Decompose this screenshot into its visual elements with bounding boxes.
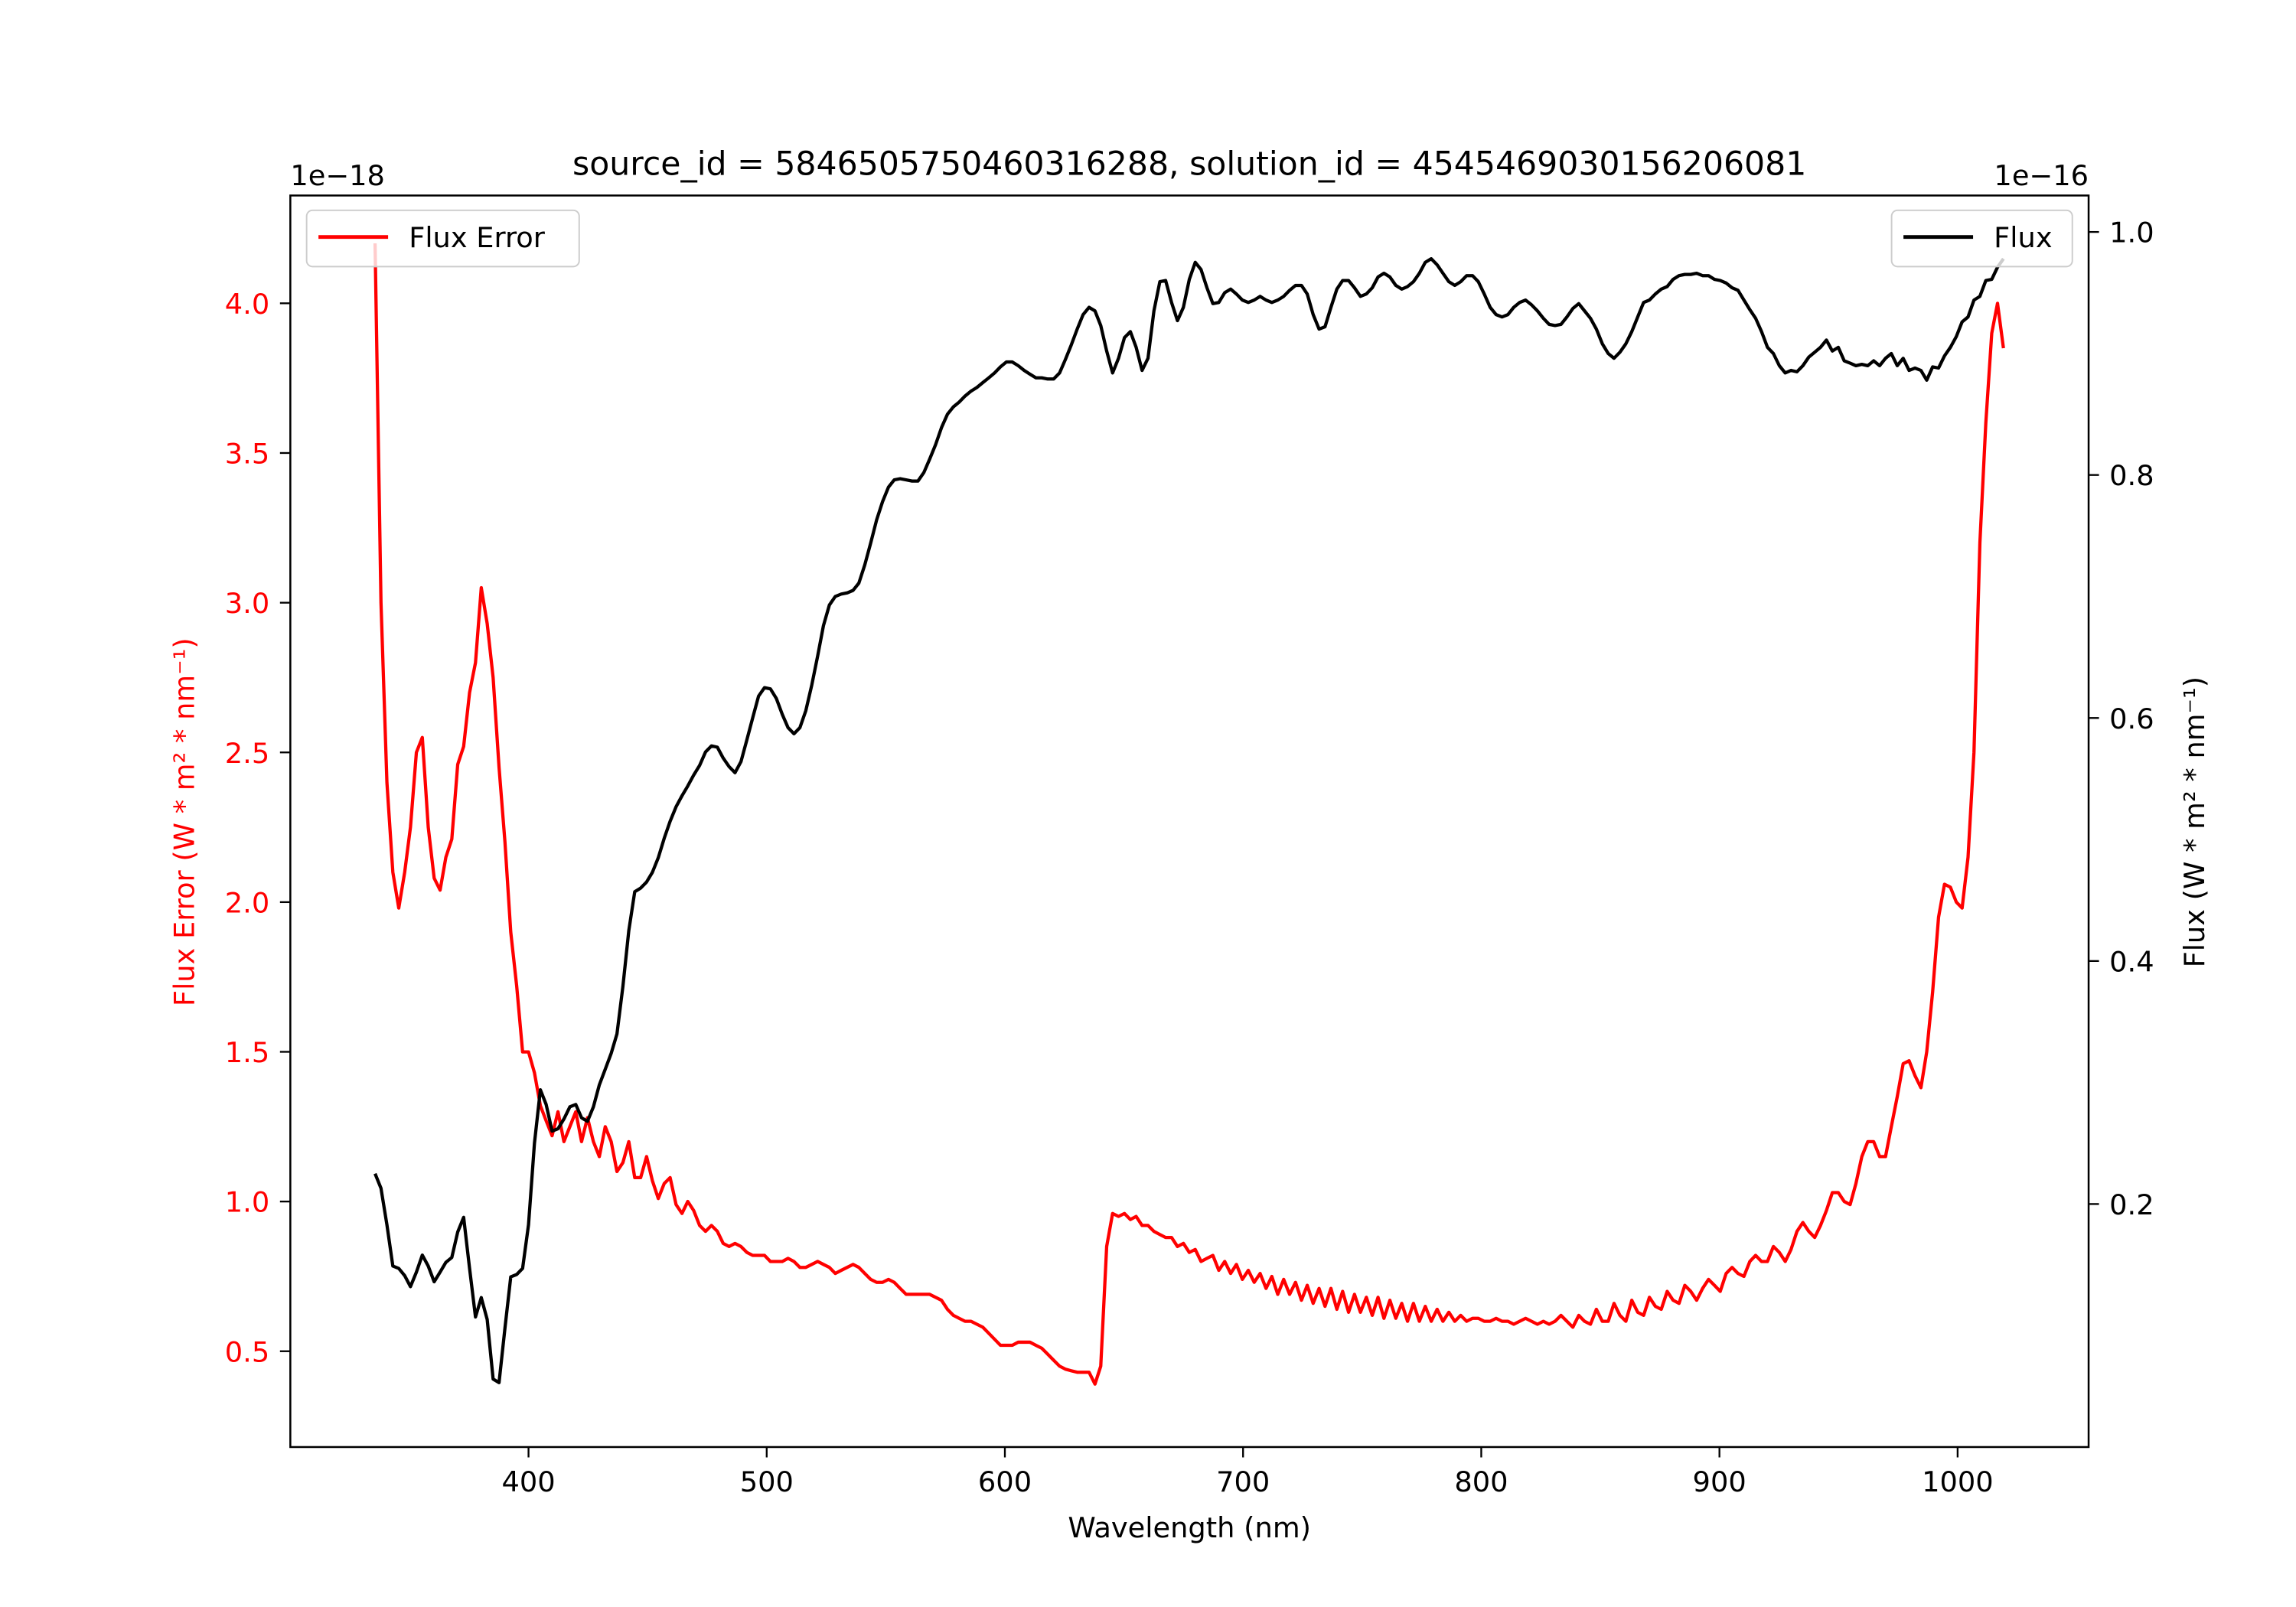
legend-flux: Flux: [1890, 209, 2073, 268]
y-left-tick-label: 1.0: [225, 1186, 269, 1219]
y-axis-label-right: Flux (W * m² * nm⁻¹): [2178, 676, 2211, 967]
x-tick-label: 1000: [1922, 1465, 1994, 1498]
chart-title: source_id = 5846505750460316288, solutio…: [572, 145, 1806, 183]
series-layer: [373, 243, 2005, 1386]
plot-background: [290, 195, 2089, 1447]
y-right-tick-label: 1.0: [2109, 217, 2154, 249]
legend-flux-error: Flux Error: [305, 209, 580, 268]
y-axis-label-left: Flux Error (W * m² * nm⁻¹): [168, 637, 201, 1006]
y-left-tick-label: 2.0: [225, 886, 269, 919]
x-axis-label: Wavelength (nm): [1068, 1511, 1311, 1544]
y-left-tick-label: 3.0: [225, 587, 269, 620]
y-right-tick-label: 0.2: [2109, 1188, 2154, 1221]
legend-label-flux: Flux: [1994, 221, 2052, 254]
x-tick-label: 500: [740, 1465, 794, 1498]
y-right-tick-label: 0.8: [2109, 459, 2154, 492]
legend-box: [305, 209, 580, 268]
x-tick-label: 700: [1216, 1465, 1270, 1498]
right-offset-text: 1e−16: [1994, 159, 2089, 192]
y-left-tick-label: 4.0: [225, 288, 269, 321]
y-right-tick-label: 0.4: [2109, 945, 2154, 978]
series-line-flux: [373, 256, 2005, 1384]
x-tick-label: 600: [978, 1465, 1032, 1498]
y-left-tick-label: 3.5: [225, 438, 269, 471]
axes-frame: [289, 194, 2090, 1449]
legend-label-flux-error: Flux Error: [409, 221, 546, 254]
ticks-layer: 400 500 600 700 800 900 1000 0.5 1.0 1.5 2.0 2.5 3.0…: [225, 217, 2154, 1498]
left-offset-text: 1e−18: [290, 159, 385, 192]
y-right-tick-label: 0.6: [2109, 702, 2154, 735]
x-tick-label: 900: [1693, 1465, 1746, 1498]
x-tick-label: 400: [501, 1465, 555, 1498]
y-left-tick-label: 0.5: [225, 1335, 269, 1368]
x-tick-label: 800: [1454, 1465, 1508, 1498]
y-left-tick-label: 2.5: [225, 737, 269, 770]
series-line-flux-error: [373, 243, 2005, 1386]
legend-box: [1890, 209, 2073, 268]
y-left-tick-label: 1.5: [225, 1036, 269, 1069]
